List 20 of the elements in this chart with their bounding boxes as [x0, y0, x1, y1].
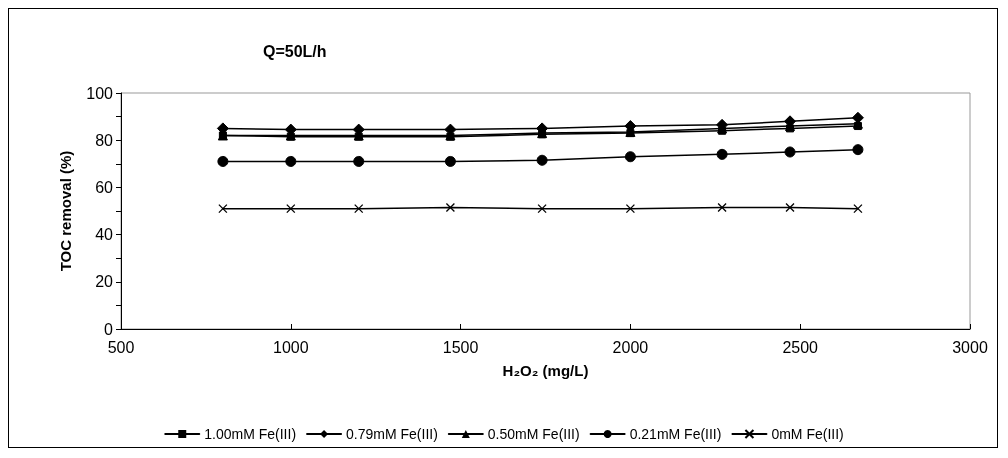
- y-tick-label: 60: [95, 178, 114, 196]
- legend-label: 1.00mM Fe(III): [204, 426, 297, 442]
- chart-title: Q=50L/h: [263, 42, 327, 60]
- x-tick-label: 1000: [273, 338, 309, 356]
- y-tick-label: 0: [104, 320, 114, 338]
- legend-label: 0.79mM Fe(III): [346, 426, 438, 442]
- x-tick-label: 2500: [782, 338, 819, 356]
- y-axis-title: TOC removal (%): [57, 150, 74, 272]
- y-tick-label: 80: [95, 131, 114, 149]
- y-tick-label: 40: [95, 226, 114, 244]
- x-tick-label: 3000: [952, 338, 988, 356]
- x-axis-title: H₂O₂ (mg/L): [502, 362, 589, 379]
- legend-label: 0.50mM Fe(III): [487, 426, 580, 442]
- y-tick-label: 100: [86, 84, 114, 102]
- x-tick-label: 500: [107, 338, 135, 356]
- legend-label: 0.21mM Fe(III): [629, 426, 722, 442]
- x-tick-label: 1500: [442, 338, 479, 356]
- y-tick-label: 20: [95, 273, 114, 291]
- x-tick-label: 2000: [612, 338, 649, 356]
- legend-label: 0mM Fe(III): [771, 426, 844, 442]
